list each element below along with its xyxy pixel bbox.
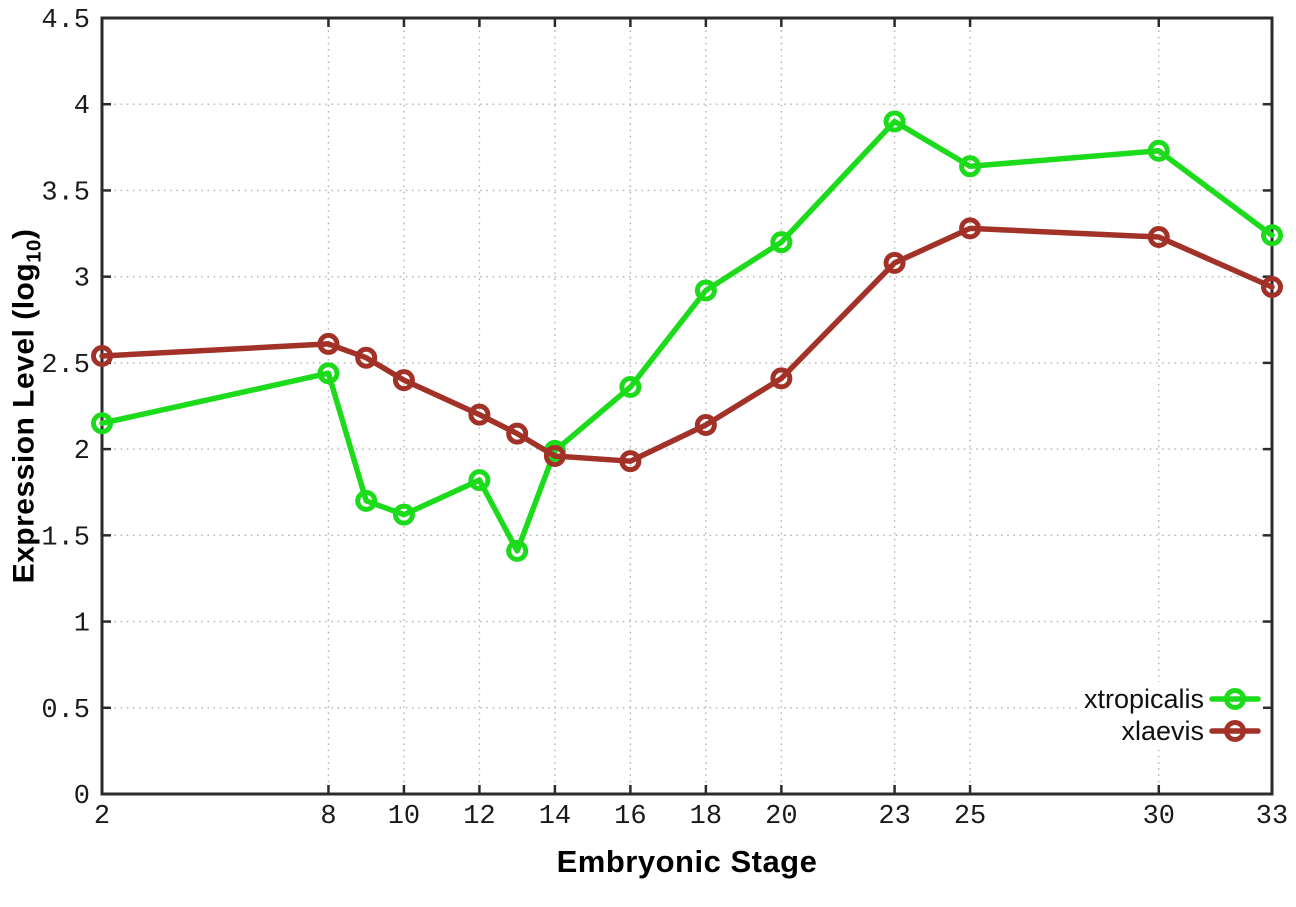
data-point-xtropicalis	[883, 110, 906, 133]
data-point-xtropicalis	[317, 362, 340, 385]
y-tick-label: 0	[74, 782, 90, 812]
x-tick-label: 25	[954, 802, 986, 832]
data-point-xlaevis	[770, 367, 793, 390]
legend-marker-xlaevis	[1224, 720, 1246, 742]
data-point-xtropicalis	[1147, 139, 1170, 162]
data-point-xlaevis	[1261, 276, 1283, 299]
data-point-xlaevis	[1147, 226, 1170, 249]
data-point-xlaevis	[392, 369, 415, 392]
data-point-xlaevis	[543, 445, 566, 468]
data-point-xtropicalis	[770, 231, 793, 254]
data-point-xlaevis	[506, 422, 529, 445]
y-axis-title-text: Expression Level (log	[7, 262, 41, 584]
data-point-xtropicalis	[468, 469, 491, 492]
x-tick-label: 30	[1143, 802, 1175, 832]
x-axis-title: Embryonic Stage	[556, 844, 818, 879]
x-tick-label: 8	[320, 802, 336, 832]
legend-label-xlaevis: xlaevis	[1121, 716, 1204, 746]
y-tick-label: 1	[74, 610, 90, 640]
data-point-xlaevis	[619, 450, 642, 473]
y-tick-label: 3	[74, 265, 90, 295]
data-point-xlaevis	[91, 344, 113, 367]
data-point-xtropicalis	[91, 412, 113, 435]
data-point-xtropicalis	[959, 155, 982, 178]
data-point-xlaevis	[883, 251, 906, 274]
data-point-xtropicalis	[694, 279, 717, 302]
x-tick-label: 20	[765, 802, 797, 832]
x-tick-label: 14	[539, 802, 571, 832]
data-point-xtropicalis	[619, 376, 642, 399]
legend-label-xtropicalis: xtropicalis	[1084, 684, 1204, 714]
data-point-xlaevis	[694, 413, 717, 436]
x-tick-label: 2	[94, 802, 110, 832]
x-tick-label: 23	[878, 802, 910, 832]
y-axis-title: Expression Level (log10)	[8, 229, 47, 584]
y-axis-title-subscript: 10	[23, 239, 46, 263]
y-tick-label: 0.5	[41, 696, 90, 726]
x-tick-label: 16	[614, 802, 646, 832]
data-point-xtropicalis	[506, 539, 529, 562]
y-axis-title-close: )	[7, 228, 41, 240]
x-tick-label: 18	[690, 802, 722, 832]
plot-border	[100, 16, 1274, 796]
data-point-xlaevis	[959, 217, 982, 240]
data-point-xtropicalis	[355, 489, 378, 512]
y-tick-label: 4.5	[41, 6, 90, 36]
series-line-xtropicalis	[99, 118, 1275, 554]
x-tick-label: 33	[1256, 802, 1288, 832]
y-tick-label: 2	[74, 437, 90, 467]
series-line-xlaevis	[99, 225, 1275, 464]
y-tick-label: 3.5	[41, 178, 90, 208]
data-point-xlaevis	[317, 332, 340, 355]
data-point-xtropicalis	[392, 503, 415, 526]
y-tick-label: 1.5	[41, 523, 90, 553]
data-point-xtropicalis	[1261, 224, 1283, 247]
y-tick-label: 2.5	[41, 351, 90, 381]
data-point-xlaevis	[355, 346, 378, 369]
legend-marker-xtropicalis	[1224, 688, 1246, 710]
data-point-xlaevis	[468, 403, 491, 426]
y-tick-label: 4	[74, 92, 90, 122]
x-tick-label: 12	[463, 802, 495, 832]
x-tick-label: 10	[388, 802, 420, 832]
